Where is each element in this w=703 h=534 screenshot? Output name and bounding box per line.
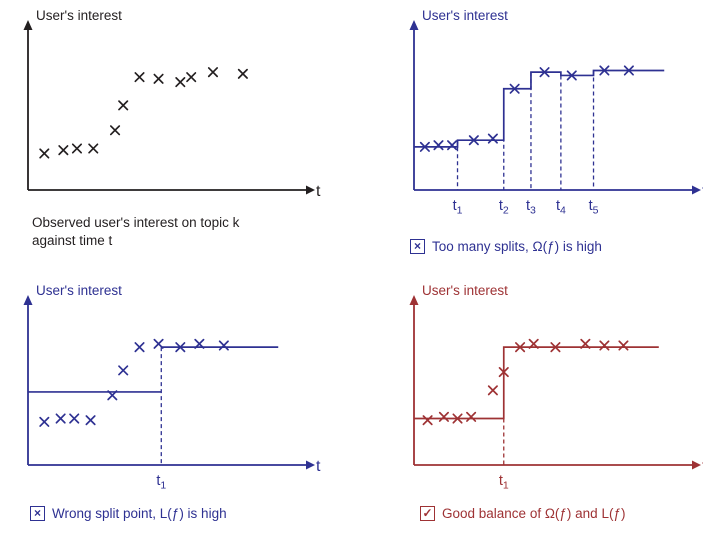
data-point-x [466,411,477,422]
x-axis-arrow [692,460,701,470]
caption-text: Good balance of Ω(ƒ) and L(ƒ) [442,506,626,521]
data-point-x [134,342,145,353]
caption-text: Observed user's interest on topic k agai… [32,215,240,248]
data-point-x [438,411,449,422]
plot-area: t1 [409,295,701,492]
data-point-x [487,385,498,396]
tick-label: t4 [556,198,566,217]
step-function-line [414,346,659,420]
data-point-x [515,342,526,353]
data-point-x [566,70,577,81]
panel-good-balance: t1 User's interest t ✓ Good balance of Ω… [392,279,703,523]
panel-wrong-split-point: t1 User's interest t × Wrong split point… [6,279,352,523]
plot-area: t1 [23,295,315,492]
y-axis-label: User's interest [36,283,122,298]
data-point-x [118,100,129,111]
tick-label: t1 [156,473,166,492]
data-point-x [218,340,229,351]
panel-observed-data: User's interest t Observed user's intere… [6,4,352,249]
cell-top-left: User's interest t Observed user's intere… [0,0,352,267]
data-point-x [58,145,69,156]
data-point-x [580,338,591,349]
caption-observed-data: Observed user's interest on topic k agai… [32,214,282,249]
y-axis-label: User's interest [422,8,508,23]
data-point-x [85,415,96,426]
data-point-x [175,342,186,353]
data-point-x [134,72,145,83]
check-box-icon: ✓ [420,506,435,522]
y-axis-arrow [23,295,33,305]
data-point-x [447,140,458,151]
x-box-icon: × [30,506,45,522]
data-point-x [468,135,479,146]
data-point-x [618,340,629,351]
data-point-x [109,125,121,136]
y-axis-arrow [409,20,419,30]
data-point-x [39,148,50,159]
data-point-x [433,140,444,151]
plot-area [23,20,315,195]
chart-good-balance: t1 User's interest t [409,283,703,492]
y-axis-label: User's interest [36,8,122,23]
tick-label: t3 [526,198,536,217]
tick-label: t1 [499,473,509,492]
caption-good-balance: ✓ Good balance of Ω(ƒ) and L(ƒ) [420,505,703,523]
caption-text: Too many splits, Ω(ƒ) is high [432,239,602,254]
x-axis-arrow [306,460,315,470]
data-point-x [153,73,164,84]
cell-bottom-right: t1 User's interest t ✓ Good balance of Ω… [352,267,703,534]
data-point-x [207,67,219,78]
data-point-x [39,416,50,427]
data-point-x [550,342,561,353]
data-point-x [69,413,80,424]
data-point-x [509,83,520,94]
data-point-x [194,338,205,349]
tick-label: t1 [453,198,463,217]
x-axis-label: t [316,458,321,475]
step-function-line [414,69,665,148]
plot-area: t1 t2 t3 t4 t5 [409,20,701,217]
x-axis-label: t [316,183,321,200]
data-point-x [107,390,118,401]
y-axis-arrow [23,20,33,30]
caption-text: Wrong split point, L(ƒ) is high [52,506,227,521]
cell-bottom-left: t1 User's interest t × Wrong split point… [0,267,352,534]
data-point-x [528,338,539,349]
data-point-x [539,67,550,78]
data-point-x [419,141,430,152]
x-box-icon: × [410,239,425,255]
data-point-x [175,77,186,88]
data-point-x [623,65,634,76]
data-point-x [186,72,197,83]
data-point-x [452,413,463,424]
data-point-x [71,143,83,154]
data-point-x [487,133,498,144]
x-axis-arrow [692,185,701,195]
data-point-x [55,413,66,424]
data-point-x [599,340,610,351]
data-point-x [422,415,433,426]
tick-label: t5 [589,198,599,217]
data-point-x [599,65,610,76]
data-point-x [88,143,99,154]
data-point-x [153,338,164,349]
data-point-x [498,366,509,378]
x-axis-arrow [306,185,315,195]
chart-wrong-split-point: t1 User's interest t [23,283,321,492]
caption-too-many-splits: × Too many splits, Ω(ƒ) is high [410,238,703,256]
data-point-x [118,365,129,376]
tick-label: t2 [499,198,509,217]
caption-wrong-split-point: × Wrong split point, L(ƒ) is high [30,505,352,523]
data-point-x [237,68,248,79]
chart-observed-data: User's interest t [23,8,321,200]
y-axis-arrow [409,295,419,305]
y-axis-label: User's interest [422,283,508,298]
